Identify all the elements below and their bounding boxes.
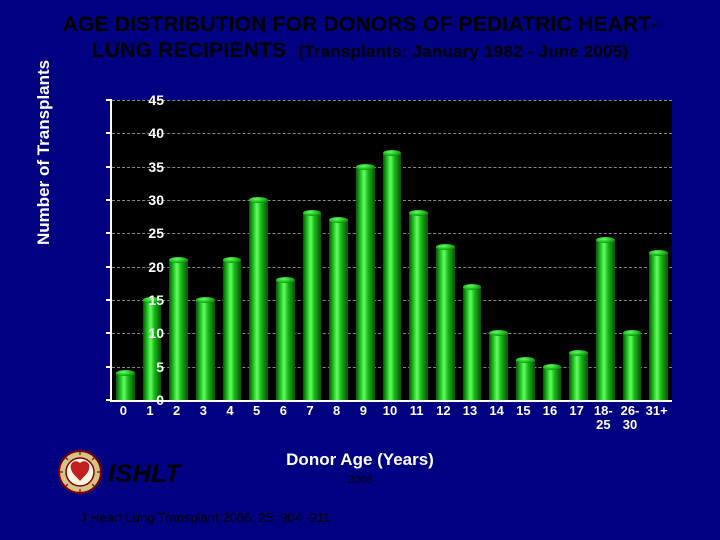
bar-cap [436, 244, 455, 250]
bar-cap [463, 284, 482, 290]
bar [169, 260, 188, 400]
bar [196, 300, 215, 400]
bar [249, 200, 268, 400]
bar [596, 240, 615, 400]
bar-cap [516, 357, 535, 363]
bar [329, 220, 348, 400]
bar [276, 280, 295, 400]
bar [543, 367, 562, 400]
bar [436, 247, 455, 400]
bar-cap [276, 277, 295, 283]
xtick-label: 31+ [640, 404, 674, 418]
bar-cap [223, 257, 242, 263]
ytick-mark [106, 166, 112, 168]
chart-area: 051015202530354045 012345678910111213141… [60, 90, 680, 460]
bar-cap [489, 330, 508, 336]
title-text-1: AGE DISTRIBUTION FOR DONORS OF PEDIATRIC… [63, 13, 658, 36]
slide-title: AGE DISTRIBUTION FOR DONORS OF PEDIATRIC… [20, 12, 700, 65]
bar-cap [303, 210, 322, 216]
ytick-label: 15 [124, 292, 164, 308]
bar-cap [649, 250, 668, 256]
bar-cap [543, 364, 562, 370]
ytick-mark [106, 232, 112, 234]
ytick-mark [106, 399, 112, 401]
bar [623, 333, 642, 400]
bar-cap [596, 237, 615, 243]
ytick-mark [106, 199, 112, 201]
bar-cap [569, 350, 588, 356]
bar [409, 213, 428, 400]
bar [649, 253, 668, 400]
ytick-label: 45 [124, 92, 164, 108]
citation: J Heart Lung Transplant 2006; 25: 904 -9… [80, 510, 331, 525]
slide: AGE DISTRIBUTION FOR DONORS OF PEDIATRIC… [0, 0, 720, 540]
ytick-mark [106, 266, 112, 268]
ytick-mark [106, 299, 112, 301]
ytick-label: 10 [124, 325, 164, 341]
title-line1: AGE DISTRIBUTION FOR DONORS OF PEDIATRIC… [20, 12, 700, 65]
ytick-label: 40 [124, 125, 164, 141]
bar-cap [169, 257, 188, 263]
year-label: 2006 [0, 474, 720, 486]
bar [516, 360, 535, 400]
ytick-label: 25 [124, 225, 164, 241]
y-axis-label: Number of Transplants [34, 60, 54, 245]
title-subtitle: (Transplants: January 1982 - June 2005) [298, 42, 628, 61]
bars-group [112, 100, 672, 400]
bar-cap [196, 297, 215, 303]
ytick-mark [106, 99, 112, 101]
bar [223, 260, 242, 400]
bar-cap [623, 330, 642, 336]
bar [356, 167, 375, 400]
bar [489, 333, 508, 400]
ytick-mark [106, 132, 112, 134]
bar-cap [383, 150, 402, 156]
ytick-mark [106, 366, 112, 368]
title-text-2: LUNG RECIPIENTS [92, 39, 286, 62]
ytick-mark [106, 332, 112, 334]
ytick-label: 20 [124, 259, 164, 275]
bar [569, 353, 588, 400]
bar-cap [329, 217, 348, 223]
bar [383, 153, 402, 400]
ishlt-logo-icon [58, 450, 102, 494]
ytick-label: 35 [124, 159, 164, 175]
ytick-label: 5 [124, 359, 164, 375]
bar [143, 300, 162, 400]
bar-cap [409, 210, 428, 216]
plot-area [110, 100, 672, 402]
bar [303, 213, 322, 400]
bar-cap [249, 197, 268, 203]
ytick-label: 30 [124, 192, 164, 208]
bar [463, 287, 482, 400]
bar-cap [356, 164, 375, 170]
